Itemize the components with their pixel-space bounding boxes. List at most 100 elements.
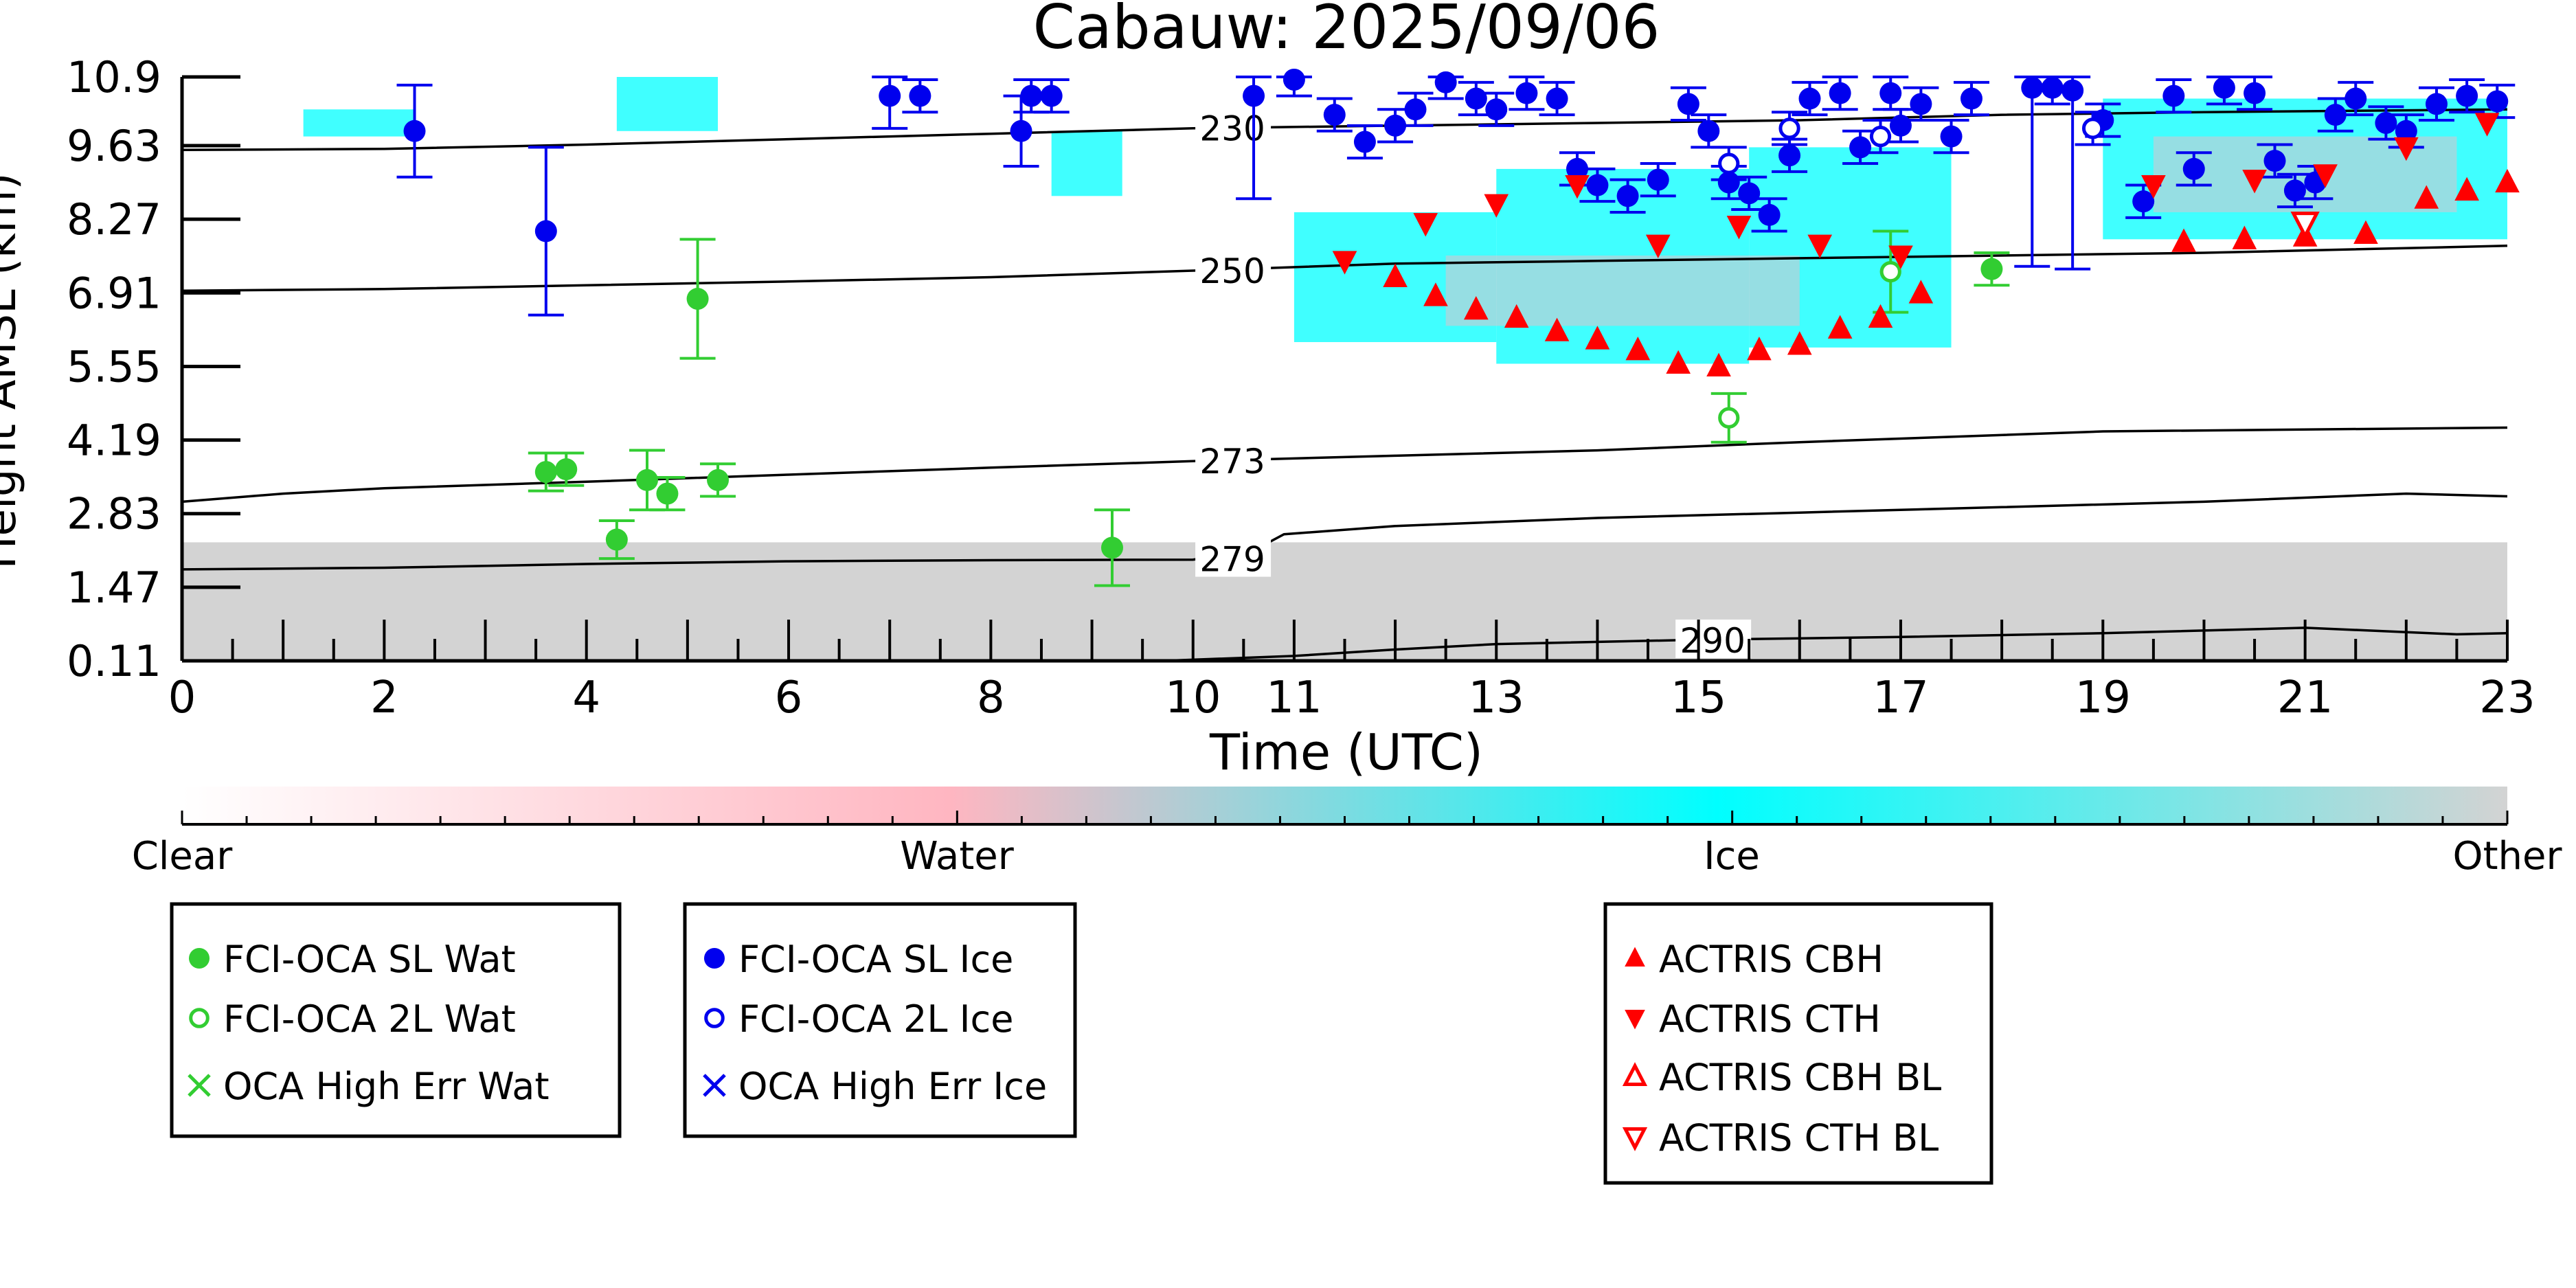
legend-entry: FCI-OCA SL Ice bbox=[704, 938, 1013, 981]
ice-cloud-region bbox=[1749, 147, 1952, 348]
isotherm-label-bg bbox=[1195, 249, 1272, 289]
legend-marker bbox=[189, 948, 210, 969]
data-point bbox=[2454, 177, 2479, 201]
data-point bbox=[2162, 84, 2185, 107]
colorbar-label-other: Other bbox=[2452, 834, 2562, 879]
data-point bbox=[2041, 76, 2064, 99]
data-point bbox=[1565, 175, 1590, 199]
data-point bbox=[1413, 213, 1438, 237]
isotherm-line bbox=[181, 108, 2508, 152]
x-axis-label: Time (UTC) bbox=[1209, 723, 1483, 781]
data-point bbox=[2486, 90, 2509, 113]
isotherm-contours: 230 250 273 279 290 bbox=[181, 107, 2508, 662]
data-point bbox=[1625, 337, 1651, 361]
data-point bbox=[2414, 185, 2439, 209]
data-point bbox=[1827, 315, 1853, 339]
isotherm-label-bg bbox=[1195, 440, 1272, 479]
data-point bbox=[1566, 157, 1588, 180]
data-point bbox=[707, 468, 730, 491]
data-point bbox=[1787, 331, 1812, 355]
legend-label: ACTRIS CBH BL bbox=[1659, 1056, 1941, 1099]
isotherm-label: 273 bbox=[1199, 442, 1265, 482]
data-point bbox=[1758, 203, 1781, 226]
data-point bbox=[2061, 79, 2084, 102]
data-point bbox=[1726, 216, 1752, 240]
series-actris-cth bbox=[1332, 113, 2500, 275]
data-point bbox=[1544, 317, 1570, 341]
x-tick-label: 17 bbox=[1873, 673, 1928, 723]
legends: FCI-OCA SL Wat FCI-OCA 2L Wat OCA High Err… bbox=[170, 902, 1993, 1185]
data-point bbox=[2213, 76, 2235, 99]
legend-marker bbox=[189, 1008, 210, 1028]
y-axis-label: Height AMSL (km) bbox=[0, 173, 26, 569]
data-point bbox=[2290, 212, 2320, 240]
data-point bbox=[1879, 260, 1901, 283]
data-point bbox=[2132, 190, 2155, 213]
data-point bbox=[2283, 179, 2306, 202]
legend-entry: ACTRIS CTH bbox=[1625, 997, 1881, 1041]
data-point bbox=[1546, 87, 1568, 110]
data-point bbox=[1585, 326, 1610, 350]
data-point bbox=[1869, 126, 1892, 148]
data-point bbox=[1980, 258, 2003, 280]
series-actris-cth-bl bbox=[2290, 212, 2320, 240]
data-point bbox=[2171, 228, 2196, 252]
isotherm-line bbox=[181, 492, 2508, 571]
data-point bbox=[1616, 185, 1639, 207]
series-fci-oca-2l-ice bbox=[1710, 111, 2111, 181]
data-point bbox=[2081, 117, 2104, 139]
data-point bbox=[1960, 87, 1982, 110]
data-point bbox=[605, 528, 628, 551]
boundary-layer-gap bbox=[1274, 526, 1952, 543]
cloud-mask-background bbox=[182, 77, 2507, 661]
colorbar-ticks bbox=[181, 811, 2509, 824]
legend-marker bbox=[703, 1074, 726, 1097]
series-actris-cbh bbox=[1383, 168, 2520, 376]
y-tick-label: 2.83 bbox=[67, 489, 161, 539]
data-point bbox=[1697, 120, 1720, 142]
data-point bbox=[2495, 168, 2520, 193]
x-tick-label: 23 bbox=[2479, 673, 2535, 723]
isotherm-label-bg bbox=[1195, 538, 1272, 577]
data-point bbox=[1645, 234, 1671, 258]
isotherm-label: 250 bbox=[1199, 251, 1265, 291]
ice-cloud-region bbox=[616, 77, 719, 131]
x-tick-label: 19 bbox=[2075, 673, 2131, 723]
isotherm-label-bg bbox=[1195, 107, 1272, 146]
data-point bbox=[1778, 117, 1800, 139]
x-tick-label: 4 bbox=[572, 673, 600, 723]
legend-label: ACTRIS CTH bbox=[1659, 997, 1881, 1041]
data-point bbox=[1384, 114, 1407, 137]
legend-label: FCI-OCA SL Ice bbox=[738, 938, 1013, 981]
legend-marker bbox=[188, 1074, 211, 1097]
data-point bbox=[1353, 131, 1376, 153]
data-point bbox=[2345, 87, 2367, 110]
data-point bbox=[1485, 98, 1508, 121]
data-point bbox=[1706, 352, 1731, 376]
data-point bbox=[686, 287, 709, 310]
data-point bbox=[636, 468, 658, 491]
legend-marker bbox=[1622, 1127, 1648, 1151]
isotherm-label: 290 bbox=[1680, 621, 1745, 661]
data-point bbox=[1889, 114, 1912, 137]
legend-label: ACTRIS CTH BL bbox=[1659, 1116, 1939, 1160]
data-point bbox=[2244, 82, 2266, 104]
data-point bbox=[879, 84, 901, 107]
legend-entry: ACTRIS CBH bbox=[1625, 938, 1884, 981]
x-tick-label: 13 bbox=[1469, 673, 1524, 723]
data-point bbox=[1718, 407, 1740, 429]
data-point bbox=[1283, 68, 1305, 91]
data-point bbox=[1423, 282, 1448, 306]
data-point bbox=[1323, 104, 1346, 126]
data-point bbox=[2324, 104, 2347, 126]
data-point bbox=[2232, 225, 2257, 249]
y-tick-label: 4.19 bbox=[67, 416, 161, 466]
data-point bbox=[1849, 136, 1872, 159]
legend-marker-stroke bbox=[703, 1074, 726, 1097]
legend-box-water bbox=[170, 902, 622, 1138]
data-point bbox=[1404, 98, 1427, 121]
axes: 0.11 1.47 2.83 4.19 5.55 6.91 8.27 9.63 10.9 0 2 4 6… bbox=[67, 52, 2535, 723]
data-point bbox=[1807, 234, 1833, 258]
